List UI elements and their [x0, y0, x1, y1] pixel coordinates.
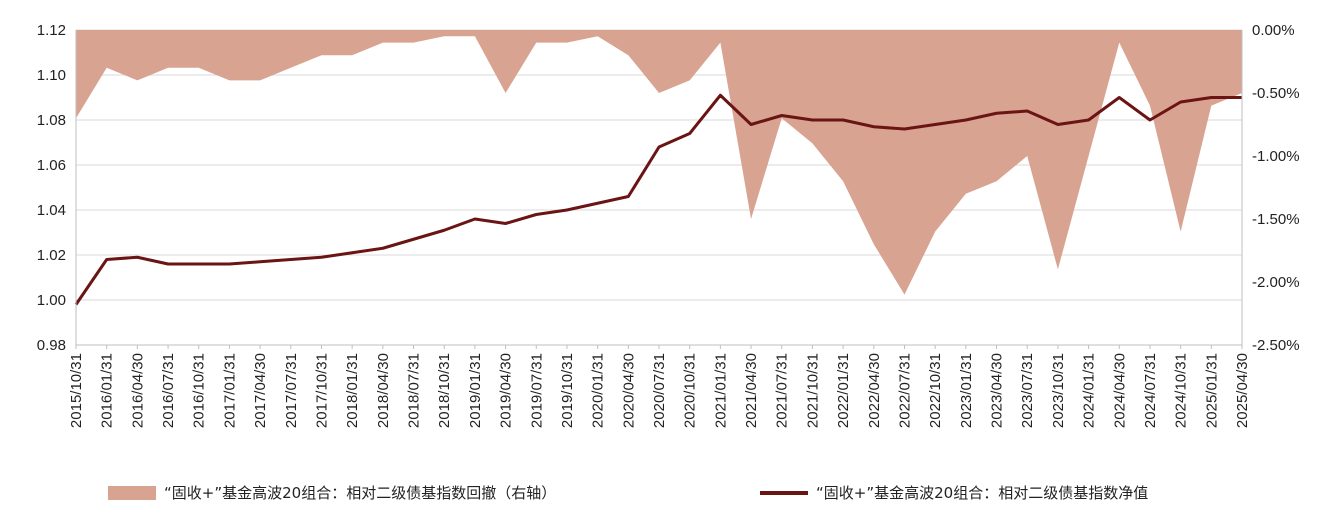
drawdown-area-series — [76, 30, 1242, 295]
x-tick-label: 2016/07/31 — [160, 353, 177, 428]
x-tick-label: 2024/07/31 — [1142, 353, 1159, 428]
x-tick-label: 2017/07/31 — [283, 353, 300, 428]
x-tick-label: 2020/10/31 — [682, 353, 699, 428]
x-tick-label: 2016/10/31 — [191, 353, 208, 428]
right-tick-label: -1.00% — [1252, 148, 1300, 165]
x-tick-label: 2016/04/30 — [129, 353, 146, 428]
x-tick-label: 2025/04/30 — [1234, 353, 1251, 428]
x-tick-label: 2017/01/31 — [221, 353, 238, 428]
x-tick-label: 2015/10/31 — [68, 353, 85, 428]
x-tick-label: 2022/07/31 — [896, 353, 913, 428]
x-tick-label: 2019/07/31 — [528, 353, 545, 428]
x-tick-label: 2024/04/30 — [1111, 353, 1128, 428]
legend-swatch-area — [108, 485, 156, 500]
left-tick-label: 1.04 — [37, 202, 66, 219]
x-tick-label: 2021/10/31 — [804, 353, 821, 428]
x-tick-label: 2025/01/31 — [1203, 353, 1220, 428]
x-tick-label: 2018/04/30 — [375, 353, 392, 428]
legend-label-drawdown: “固收+”基金高波20组合：相对二级债基指数回撤（右轴） — [164, 484, 557, 502]
x-tick-label: 2021/07/31 — [774, 353, 791, 428]
legend-item-drawdown: “固收+”基金高波20组合：相对二级债基指数回撤（右轴） — [108, 482, 556, 503]
x-tick-label: 2024/01/31 — [1081, 353, 1098, 428]
left-tick-label: 1.08 — [37, 112, 66, 129]
legend-label-nav: “固收+”基金高波20组合：相对二级债基指数净值 — [816, 484, 1149, 502]
x-axis-ticks: 2015/10/31 2016/01/31 2016/04/30 2016/07/31… — [68, 345, 1251, 428]
x-tick-label: 2018/10/31 — [436, 353, 453, 428]
x-tick-label: 2017/04/30 — [252, 353, 269, 428]
drawdown-area — [76, 30, 1242, 295]
legend-item-nav: “固收+”基金高波20组合：相对二级债基指数净值 — [760, 482, 1148, 503]
right-tick-label: -2.00% — [1252, 274, 1300, 291]
chart-svg: 0.981.001.021.041.061.081.101.12 -2.50%-… — [37, 22, 1300, 428]
x-tick-label: 2016/01/31 — [99, 353, 116, 428]
x-tick-label: 2020/07/31 — [651, 353, 668, 428]
nav-line — [74, 93, 1242, 306]
left-tick-label: 0.98 — [37, 337, 66, 354]
x-tick-label: 2021/01/31 — [712, 353, 729, 428]
left-tick-label: 1.00 — [37, 292, 66, 309]
x-tick-label: 2020/04/30 — [620, 353, 637, 428]
x-tick-label: 2023/10/31 — [1050, 353, 1067, 428]
x-tick-label: 2018/01/31 — [344, 353, 361, 428]
x-tick-label: 2022/04/30 — [866, 353, 883, 428]
x-tick-label: 2018/07/31 — [406, 353, 423, 428]
left-tick-label: 1.10 — [37, 67, 66, 84]
legend-swatch-line — [760, 490, 808, 495]
left-tick-label: 1.06 — [37, 157, 66, 174]
x-tick-label: 2019/01/31 — [467, 353, 484, 428]
nav-line-series — [74, 93, 1242, 306]
left-axis-ticks: 0.98 1.00 1.02 1.04 1.06 1.08 1.10 1.12 — [37, 22, 66, 354]
left-tick-label: 1.12 — [37, 22, 66, 39]
legend: “固收+”基金高波20组合：相对二级债基指数回撤（右轴） “固收+”基金高波20… — [0, 482, 1329, 508]
x-tick-label: 2023/04/30 — [989, 353, 1006, 428]
x-tick-label: 2021/04/30 — [743, 353, 760, 428]
x-tick-label: 2024/10/31 — [1173, 353, 1190, 428]
x-tick-label: 2022/01/31 — [835, 353, 852, 428]
left-tick-label: 1.02 — [37, 247, 66, 264]
x-tick-label: 2022/10/31 — [927, 353, 944, 428]
right-tick-label: -0.50% — [1252, 85, 1300, 102]
right-tick-label: 0.00% — [1252, 22, 1295, 39]
right-axis-ticks: -2.50% -2.00% -1.50% -1.00% -0.50% 0.00% — [1252, 22, 1300, 354]
x-tick-label: 2023/01/31 — [958, 353, 975, 428]
right-tick-label: -1.50% — [1252, 211, 1300, 228]
x-tick-label: 2020/01/31 — [590, 353, 607, 428]
x-tick-label: 2019/04/30 — [498, 353, 515, 428]
x-tick-label: 2019/10/31 — [559, 353, 576, 428]
x-tick-label: 2017/10/31 — [313, 353, 330, 428]
right-tick-label: -2.50% — [1252, 337, 1300, 354]
x-tick-label: 2023/07/31 — [1019, 353, 1036, 428]
